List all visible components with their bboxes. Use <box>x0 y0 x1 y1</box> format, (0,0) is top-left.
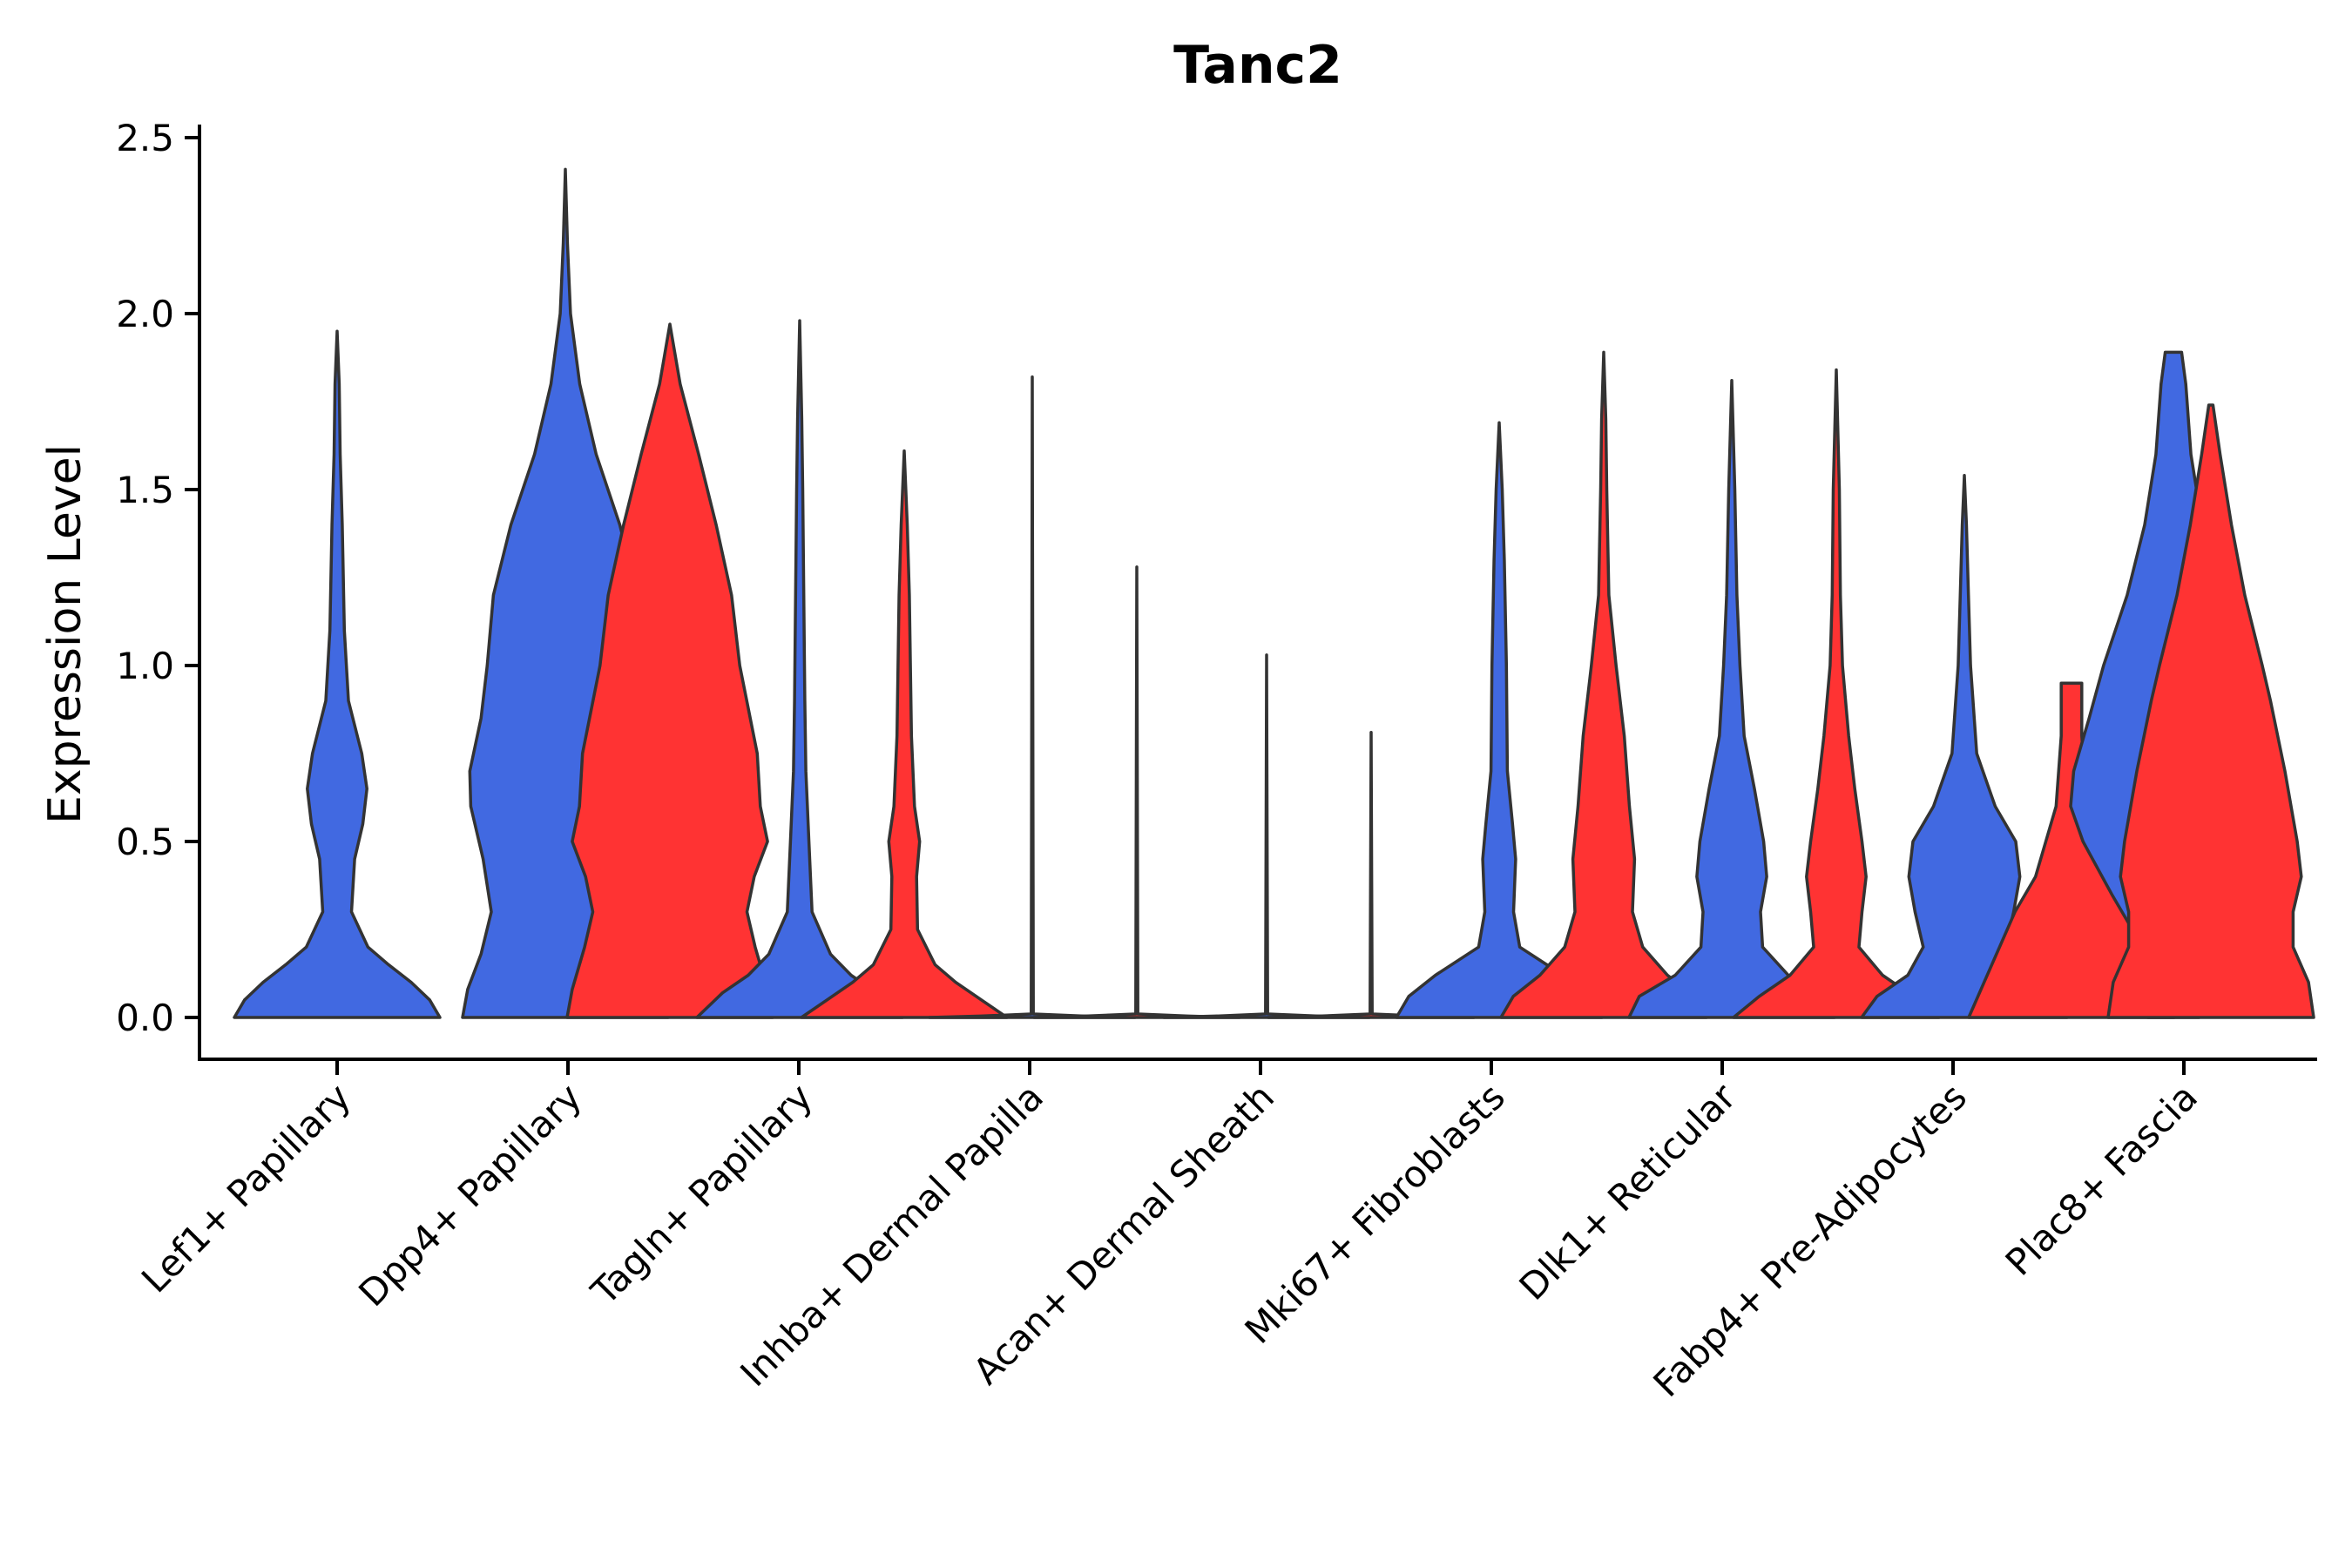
violin-red <box>2106 403 2315 1019</box>
y-tick-label: 0.0 <box>116 997 174 1039</box>
violin-red <box>1032 565 1241 1019</box>
y-tick-label: 0.5 <box>116 821 174 863</box>
chart-title: Tanc2 <box>1173 35 1342 96</box>
y-tick-label: 2.0 <box>116 293 174 335</box>
violins-layer <box>233 167 2315 1019</box>
violin-blue <box>1860 474 2069 1019</box>
y-ticks: 0.0 0.5 1.0 1.5 2.0 2.5 <box>116 117 199 1039</box>
y-tick-label: 2.5 <box>116 117 174 159</box>
x-tick-label: Lef1+ Papillary <box>133 1075 359 1301</box>
x-tick-label: Tagln+ Papillary <box>583 1075 821 1313</box>
violin-blue <box>1627 379 1836 1019</box>
x-tick-label: Dpp4+ Papillary <box>350 1075 590 1315</box>
y-axis-label: Expression Level <box>39 444 91 824</box>
y-tick-label: 1.5 <box>116 469 174 511</box>
violin-blue <box>1395 421 1604 1019</box>
x-tick-label: Dlk1+ Reticular <box>1511 1075 1745 1308</box>
y-tick-label: 1.0 <box>116 645 174 687</box>
violin-red <box>1499 350 1708 1019</box>
violin-blue <box>928 375 1137 1019</box>
x-tick-label: Plac8+ Fascia <box>1997 1075 2206 1283</box>
violin-blue <box>695 319 904 1019</box>
violin-red <box>800 449 1009 1019</box>
violin-blue <box>1162 653 1371 1019</box>
violin-red <box>1732 368 1941 1019</box>
violin-blue <box>233 329 442 1019</box>
x-tick-label: Mki67+ Fibroblasts <box>1237 1075 1513 1351</box>
violin-red <box>565 322 774 1019</box>
